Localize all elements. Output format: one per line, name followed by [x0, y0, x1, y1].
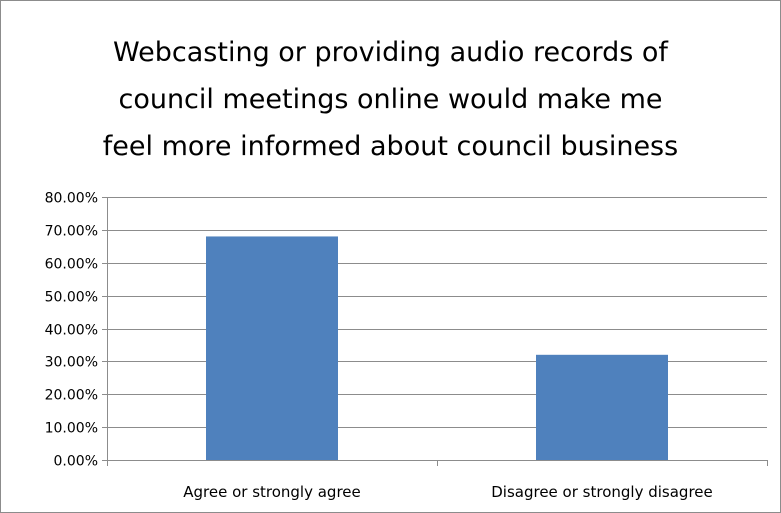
x-category-label: Agree or strongly agree	[183, 483, 361, 501]
chart-title-line-2: council meetings online would make me	[118, 84, 663, 115]
y-tick-label: 70.00%	[45, 224, 98, 240]
y-tick-label: 10.00%	[45, 421, 98, 437]
bar-1	[206, 236, 338, 460]
y-tick-label: 30.00%	[45, 355, 98, 371]
chart-title-line-1: Webcasting or providing audio records of	[113, 37, 668, 68]
y-tick-label: 80.00%	[45, 191, 98, 207]
y-tick-label: 40.00%	[45, 323, 98, 339]
chart-title-line-3: feel more informed about council busines…	[102, 131, 679, 162]
x-category-label: Disagree or strongly disagree	[491, 483, 712, 501]
y-tick-label: 20.00%	[45, 388, 98, 404]
y-tick-label: 0.00%	[54, 454, 98, 470]
bar-2	[536, 354, 668, 460]
y-tick-label: 60.00%	[45, 257, 98, 273]
chart-title: Webcasting or providing audio records of…	[1, 29, 780, 170]
y-tick-label: 50.00%	[45, 290, 98, 306]
